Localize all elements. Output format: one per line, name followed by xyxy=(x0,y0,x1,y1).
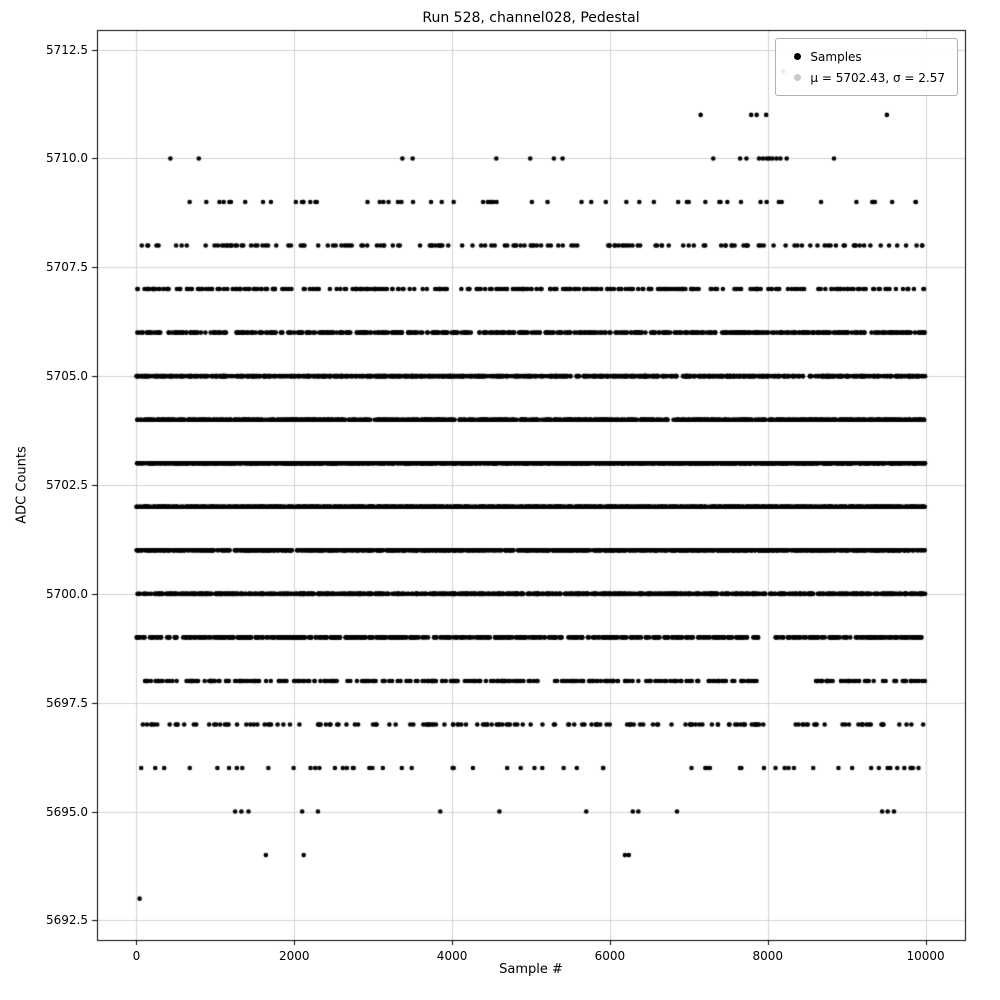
y-tick-label: 5692.5 xyxy=(46,913,88,928)
y-tick-label: 5710.0 xyxy=(46,151,88,166)
y-axis-label: ADC Counts xyxy=(14,446,30,524)
legend-entry-stats: μ = 5702.43, σ = 2.57 xyxy=(786,67,945,88)
legend: Samples μ = 5702.43, σ = 2.57 xyxy=(775,38,958,96)
x-tick-label: 10000 xyxy=(906,949,945,963)
stats-marker-icon xyxy=(794,74,802,81)
y-tick-label: 5705.0 xyxy=(46,369,88,384)
legend-entry-samples: Samples xyxy=(786,46,945,67)
samples-marker-icon xyxy=(794,53,802,60)
y-tick-label: 5707.5 xyxy=(46,260,88,275)
y-tick-label: 5697.5 xyxy=(46,695,88,710)
x-tick-label: 2000 xyxy=(278,949,310,963)
y-tick-label: 5695.0 xyxy=(46,804,88,819)
y-tick-label: 5702.5 xyxy=(46,478,88,492)
legend-label-samples: Samples xyxy=(810,49,862,64)
x-tick-label: 4000 xyxy=(436,949,468,963)
legend-label-stats: μ = 5702.43, σ = 2.57 xyxy=(810,70,945,85)
y-tick-label: 5700.0 xyxy=(46,586,88,601)
x-tick-label: 0 xyxy=(132,949,141,963)
x-axis-label: Sample # xyxy=(499,962,563,977)
x-tick-label: 6000 xyxy=(594,949,626,963)
x-tick-label: 8000 xyxy=(752,949,783,963)
y-tick-label: 5712.5 xyxy=(46,42,88,57)
